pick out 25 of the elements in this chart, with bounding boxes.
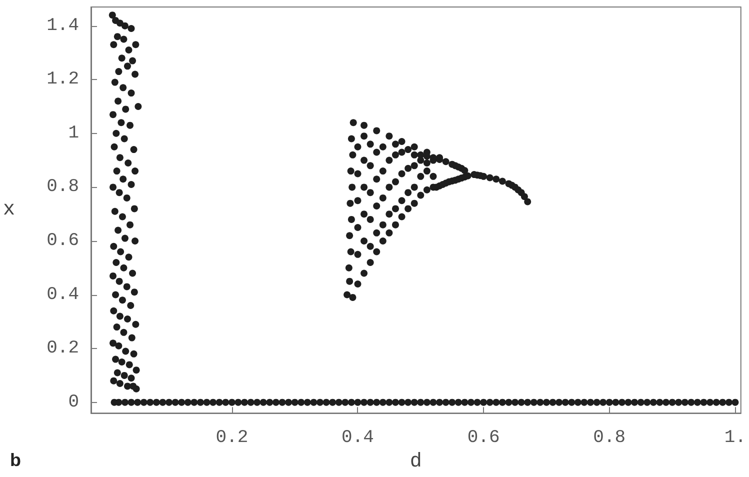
x-tick-label: 0.8	[593, 428, 626, 448]
point	[417, 151, 424, 158]
point	[442, 158, 450, 166]
x-tick-label: 1.	[724, 428, 746, 448]
y-tick-label: 0.6	[46, 230, 79, 251]
point	[524, 198, 532, 206]
point	[480, 172, 488, 180]
x-tick-label: 0.2	[216, 428, 248, 448]
point	[492, 176, 500, 183]
point	[461, 167, 468, 174]
y-tick-label: 1.4	[46, 16, 79, 36]
x-axis-title: d	[410, 450, 422, 474]
y-tick-label: 0	[68, 392, 79, 412]
point	[520, 193, 528, 200]
y-tick-label: 0.8	[46, 177, 79, 198]
y-tick-label: 0.4	[46, 284, 79, 305]
y-tick-label: 1.2	[46, 70, 79, 90]
x-tick-label: 0.6	[467, 428, 500, 448]
text: b	[10, 450, 21, 470]
point	[486, 174, 494, 182]
y-axis-title: x	[2, 198, 15, 222]
y-tick-label: 0.2	[46, 338, 79, 359]
y-tick-label: 1	[68, 123, 79, 144]
point	[498, 178, 506, 185]
x-tick-label: 0.4	[342, 428, 374, 448]
